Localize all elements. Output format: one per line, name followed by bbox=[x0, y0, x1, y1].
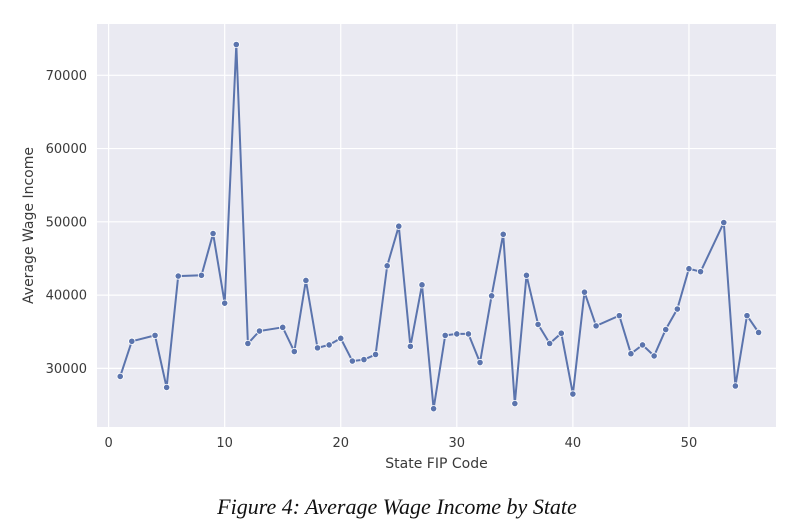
x-axis-label: State FIP Code bbox=[385, 456, 487, 472]
data-point bbox=[754, 328, 763, 337]
data-point bbox=[232, 40, 240, 49]
data-point bbox=[511, 399, 519, 408]
data-point bbox=[743, 312, 751, 320]
data-point bbox=[453, 330, 461, 338]
data-point bbox=[488, 292, 496, 300]
x-tick-labels: 0 10 20 30 40 50 bbox=[104, 436, 697, 451]
data-point bbox=[128, 337, 136, 345]
data-point bbox=[441, 331, 449, 340]
data-point bbox=[197, 271, 206, 279]
data-point bbox=[464, 330, 473, 338]
data-point bbox=[337, 334, 345, 342]
data-point bbox=[720, 218, 728, 227]
data-point bbox=[209, 229, 217, 238]
data-point bbox=[731, 382, 739, 390]
y-tick-label: 30000 bbox=[46, 362, 87, 377]
chart: 0 10 20 30 40 50 30000 40000 50000 60000 70000 St… bbox=[21, 24, 776, 472]
data-point bbox=[557, 329, 565, 337]
data-point bbox=[383, 262, 391, 270]
data-point bbox=[279, 323, 287, 331]
data-point bbox=[244, 339, 252, 348]
data-point bbox=[638, 341, 647, 349]
figure-caption: Figure 4: Average Wage Income by State bbox=[217, 494, 577, 519]
data-point bbox=[116, 372, 124, 381]
data-point bbox=[627, 350, 635, 358]
data-point bbox=[255, 327, 264, 335]
data-point bbox=[476, 358, 484, 367]
data-point bbox=[395, 222, 403, 230]
data-point bbox=[592, 322, 600, 330]
data-point bbox=[360, 355, 368, 364]
data-point bbox=[499, 230, 507, 238]
plot-background bbox=[97, 24, 776, 427]
y-tick-label: 40000 bbox=[46, 289, 87, 304]
x-tick-label: 50 bbox=[681, 436, 698, 451]
data-point bbox=[174, 272, 182, 280]
data-point bbox=[371, 350, 380, 359]
grid bbox=[97, 24, 776, 427]
x-tick-label: 0 bbox=[104, 436, 112, 451]
data-point bbox=[151, 331, 159, 340]
data-point bbox=[418, 281, 426, 289]
x-tick-label: 40 bbox=[565, 436, 582, 451]
data-point bbox=[429, 405, 438, 413]
data-point bbox=[534, 320, 542, 329]
data-point bbox=[522, 271, 531, 279]
data-point bbox=[685, 265, 693, 273]
data-point bbox=[221, 299, 229, 307]
data-point bbox=[348, 357, 356, 365]
y-tick-labels: 30000 40000 50000 60000 70000 bbox=[46, 69, 87, 377]
data-point bbox=[302, 276, 310, 285]
data-point bbox=[290, 347, 298, 356]
data-point bbox=[569, 390, 577, 398]
data-point bbox=[546, 339, 554, 348]
data-point bbox=[580, 288, 589, 296]
x-tick-label: 20 bbox=[332, 436, 349, 451]
data-point bbox=[163, 383, 171, 392]
data-point bbox=[662, 325, 670, 334]
x-tick-label: 10 bbox=[216, 436, 233, 451]
y-tick-label: 70000 bbox=[46, 69, 87, 84]
data-point bbox=[650, 352, 658, 360]
data-point bbox=[406, 342, 414, 350]
x-tick-label: 30 bbox=[449, 436, 466, 451]
data-point bbox=[615, 312, 623, 320]
data-point bbox=[673, 305, 681, 313]
data-point bbox=[696, 268, 705, 276]
data-point bbox=[325, 341, 333, 349]
data-points bbox=[116, 40, 763, 413]
y-axis-label: Average Wage Income bbox=[21, 147, 37, 304]
y-tick-label: 50000 bbox=[46, 215, 87, 230]
y-tick-label: 60000 bbox=[46, 142, 87, 157]
data-point bbox=[313, 344, 322, 352]
